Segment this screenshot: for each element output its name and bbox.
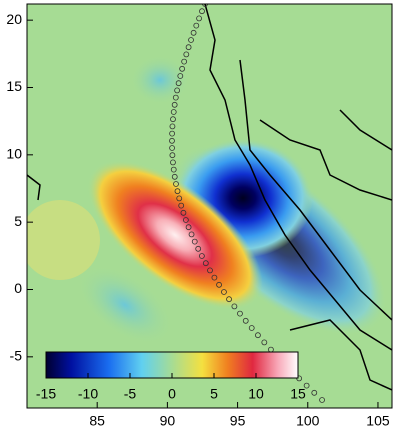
station-symbol (169, 145, 175, 151)
station-symbol (195, 245, 202, 252)
station-symbol (196, 15, 202, 22)
station-symbol (170, 116, 176, 123)
station-symbol (185, 44, 192, 51)
station-symbol (169, 137, 175, 144)
y-tick-label: 20 (6, 11, 22, 27)
station-symbol (311, 389, 318, 396)
station-symbol (188, 37, 194, 43)
station-symbol (190, 29, 197, 36)
colorbar-tick-label: 15 (290, 386, 306, 402)
station-symbol (202, 4, 208, 7)
station-symbol (221, 289, 227, 295)
station-symbol (319, 397, 325, 403)
station-symbol (216, 281, 222, 288)
station-symbol (170, 166, 177, 173)
station-symbol (255, 332, 261, 339)
station-symbol (172, 94, 179, 101)
station-symbol (177, 73, 184, 79)
colorbar-tick-label: -15 (36, 386, 56, 402)
station-symbol (202, 260, 209, 267)
station-symbol (198, 253, 205, 259)
y-tick-label: 5 (14, 213, 22, 229)
station-symbol (174, 188, 181, 195)
y-tick-label: 0 (14, 280, 22, 296)
station-symbol (188, 231, 195, 238)
station-symbol (179, 65, 186, 72)
colorbar-tick-label: -5 (124, 386, 137, 402)
y-tick-label: -5 (10, 348, 23, 364)
station-symbol (207, 267, 213, 274)
colorbar-tick-label: 10 (248, 386, 264, 402)
station-symbol (199, 8, 205, 15)
station-symbol (237, 310, 243, 317)
station-symbol (175, 80, 182, 87)
station-symbol (176, 195, 183, 202)
y-tick-label: 10 (6, 146, 22, 162)
station-symbol (226, 296, 232, 303)
station-symbol (170, 109, 177, 115)
station-symbol (169, 123, 176, 130)
colorbar-tick-label: -10 (78, 386, 98, 402)
station-symbol (181, 58, 188, 65)
colorbar-tick-label: 5 (210, 386, 218, 402)
station-symbol (211, 274, 218, 281)
station-symbol (170, 159, 176, 166)
station-symbol (193, 22, 200, 29)
station-symbol (231, 303, 238, 310)
station-symbol (171, 101, 178, 108)
station-symbol (169, 152, 176, 159)
station-symbol (261, 339, 268, 346)
station-symbol (191, 238, 198, 245)
station-symbol (173, 181, 179, 187)
station-symbol (248, 325, 255, 331)
station-symbol (178, 202, 185, 209)
x-tick-label: 95 (230, 413, 246, 429)
y-tick-label: 15 (6, 78, 22, 94)
station-symbol (183, 51, 190, 58)
station-symbol (180, 209, 187, 216)
station-symbol (182, 217, 189, 223)
x-tick-label: 85 (89, 413, 105, 429)
station-symbol (169, 130, 176, 137)
x-tick-label: 105 (366, 413, 390, 429)
colorbar-tick-label: 0 (168, 386, 176, 402)
frame (26, 3, 393, 409)
station-symbol (185, 224, 192, 231)
station-symbol (303, 382, 310, 389)
field (27, 4, 392, 408)
station-symbol (242, 317, 249, 324)
x-tick-label: 100 (296, 413, 320, 429)
station-symbol (171, 173, 178, 180)
station-symbol (174, 87, 181, 94)
x-tick-label: 90 (160, 413, 176, 429)
